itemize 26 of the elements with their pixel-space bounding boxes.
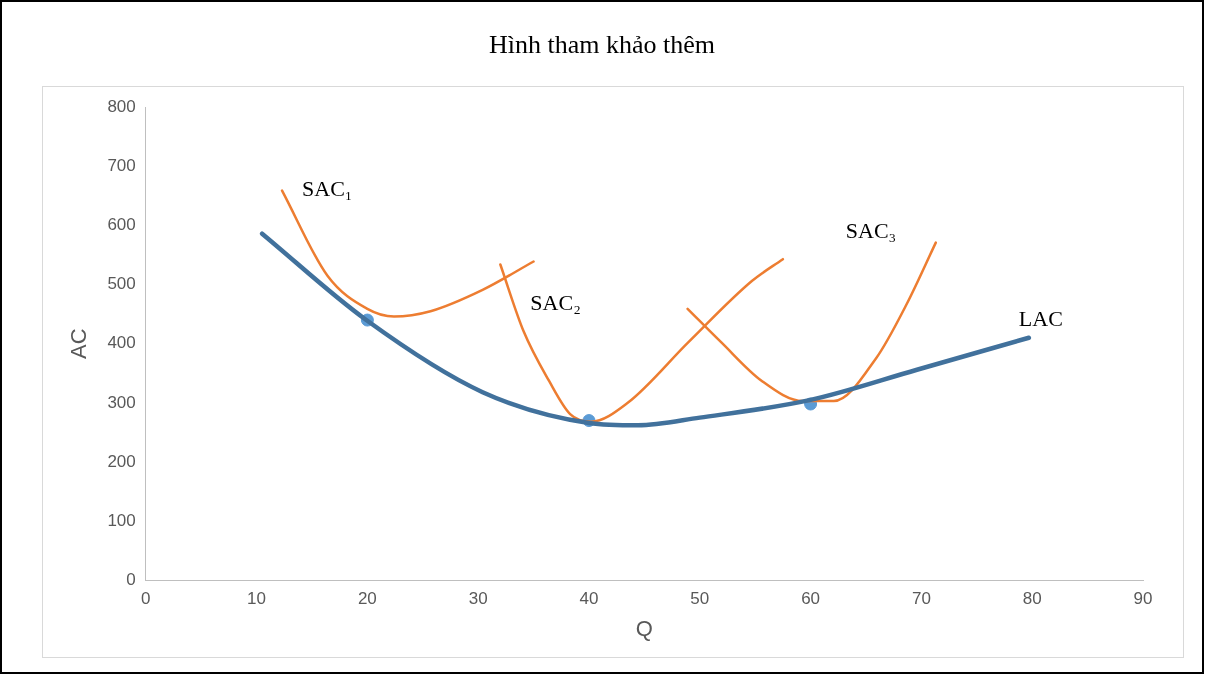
x-tick-label: 90 [1133,589,1153,609]
x-tick-label: 0 [141,589,151,609]
y-tick-label: 800 [107,96,136,116]
series-label: SAC₁ [302,176,353,202]
x-tick-label: 10 [247,589,267,609]
y-tick-label: 100 [107,510,136,530]
chart-title: Hình tham khảo thêm [488,30,716,60]
y-axis-title: AC [66,328,92,359]
x-tick-label: 60 [801,589,821,609]
series-label: SAC₃ [845,218,897,244]
y-tick-label: 200 [107,451,136,471]
y-tick-label: 400 [107,333,136,353]
y-tick-label: 300 [107,392,136,412]
x-tick-label: 50 [690,589,710,609]
y-tick-label: 700 [107,156,136,176]
x-tick-label: 30 [468,589,488,609]
x-tick-label: 80 [1022,589,1042,609]
y-tick-label: 500 [107,274,136,294]
x-tick-label: 40 [579,589,599,609]
y-tick-label: 600 [107,215,136,235]
series-label: SAC₂ [530,290,581,316]
y-tick-label: 0 [126,569,136,589]
x-tick-label: 20 [357,589,377,609]
x-axis-title: Q [635,615,653,641]
x-tick-label: 70 [911,589,931,609]
series-label: LAC [1018,305,1063,331]
